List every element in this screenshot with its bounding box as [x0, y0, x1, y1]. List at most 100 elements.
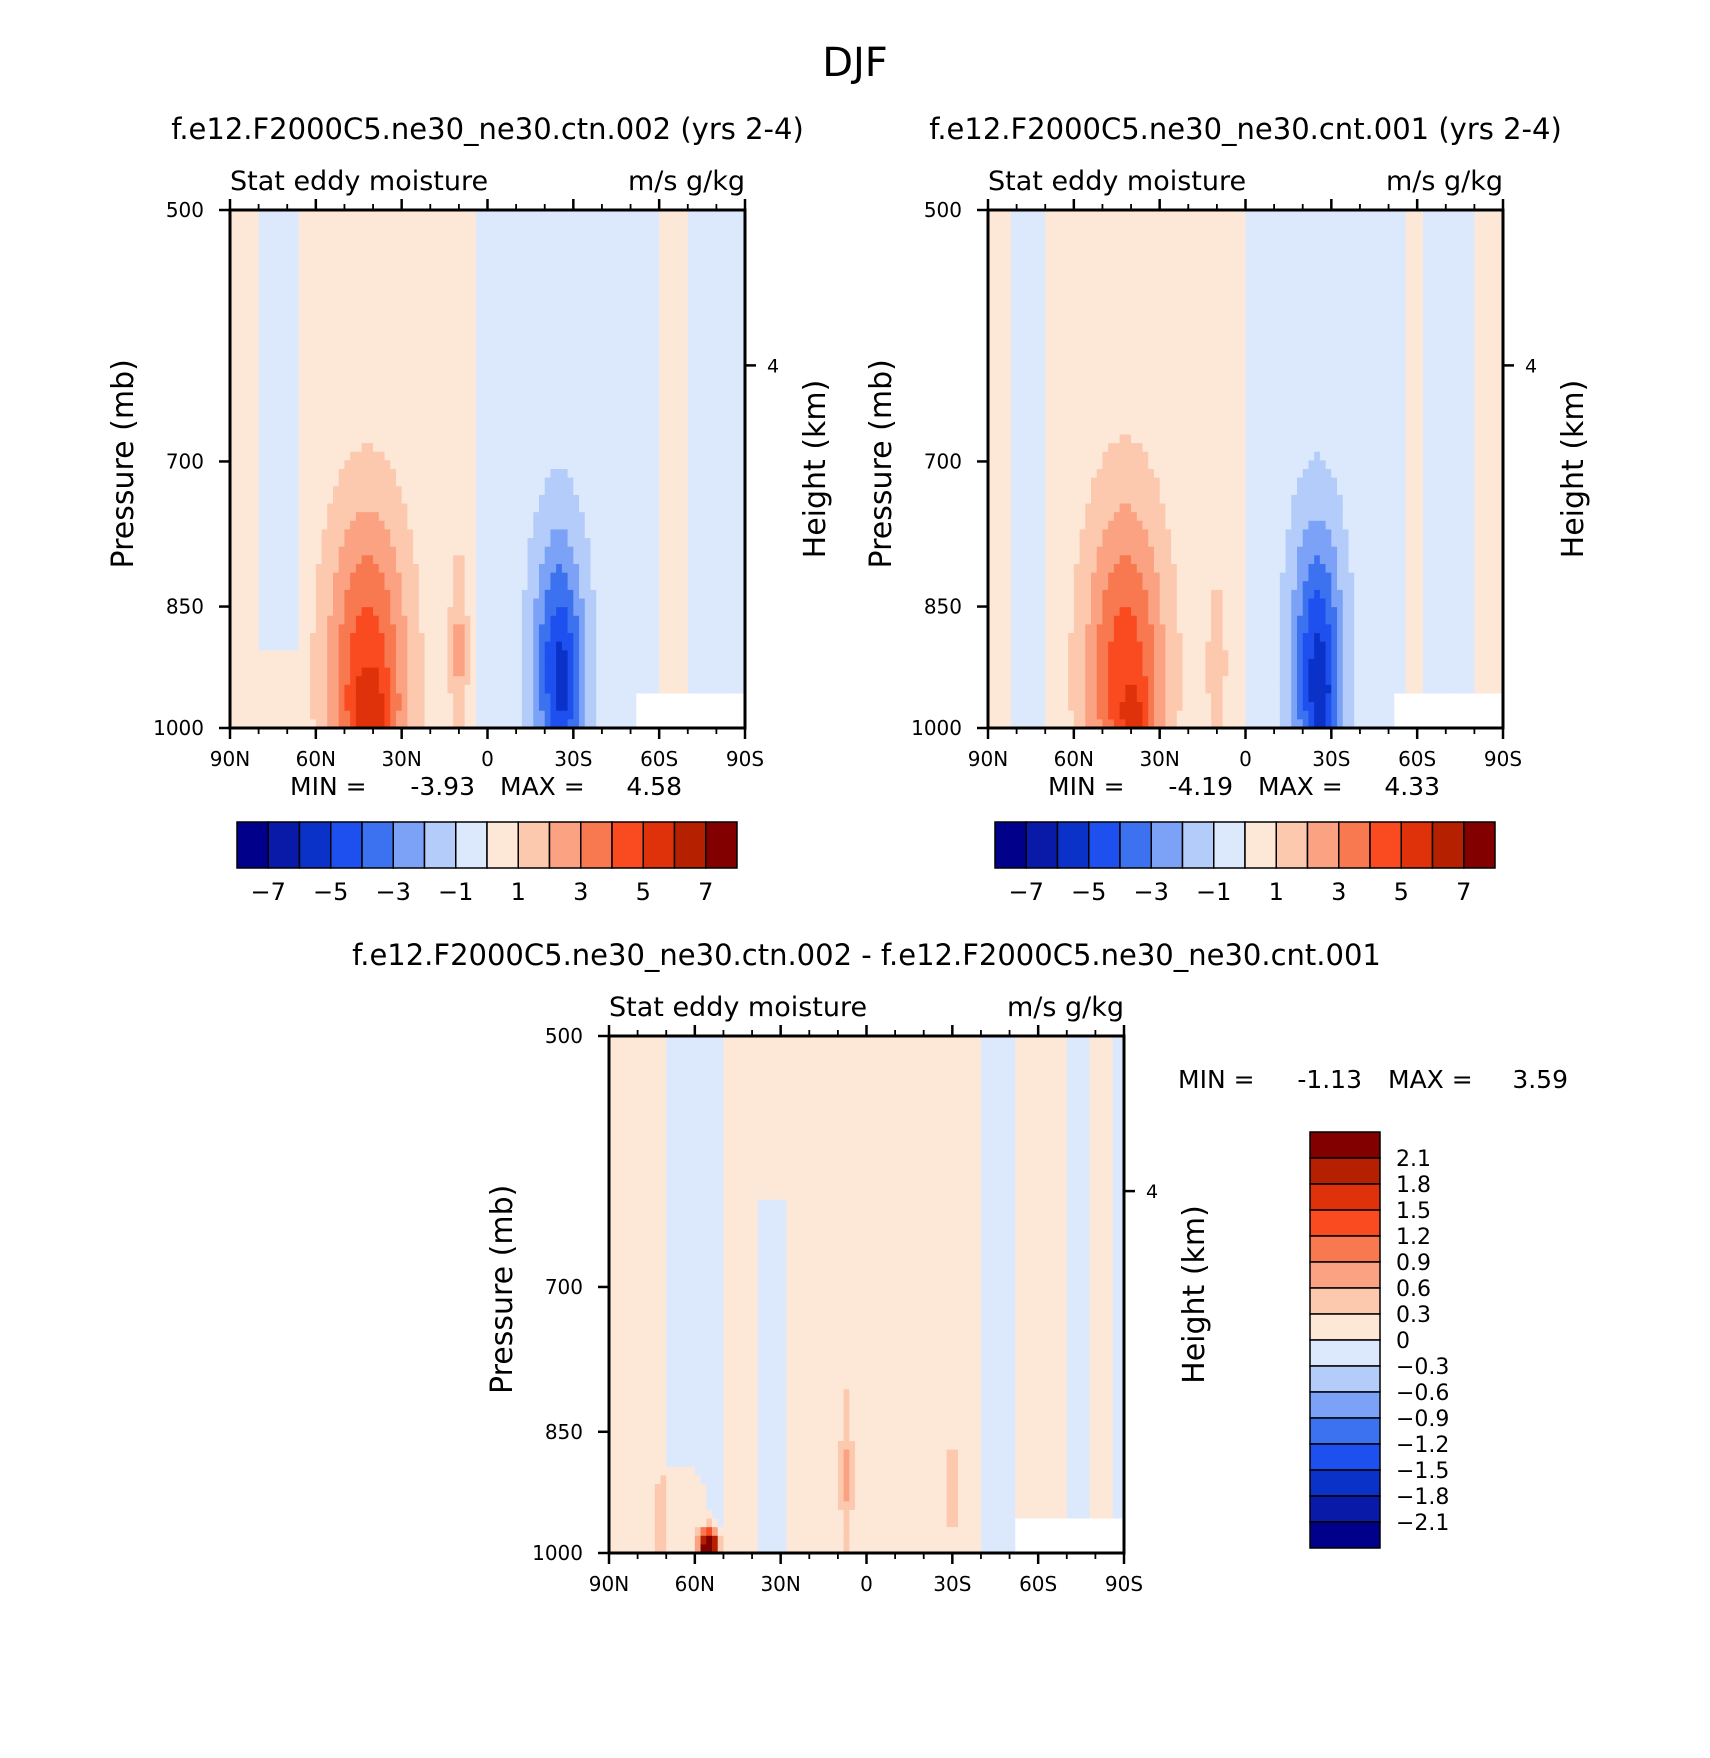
contour-cell — [664, 460, 672, 470]
contour-cell — [378, 494, 386, 505]
contour-cell — [699, 503, 706, 513]
contour-cell — [687, 287, 695, 297]
contour-cell — [556, 477, 563, 487]
contour-cell — [333, 538, 340, 548]
contour-cell — [395, 529, 403, 539]
contour-cell — [699, 719, 706, 729]
contour-cell — [487, 624, 494, 634]
contour-cell — [292, 296, 300, 306]
contour-cell — [373, 279, 380, 289]
contour-cell — [699, 304, 706, 315]
contour-cell — [413, 279, 420, 289]
contour-cell — [378, 227, 386, 237]
contour-cell — [441, 684, 449, 695]
contour-cell — [619, 684, 626, 695]
contour-cell — [653, 529, 660, 539]
contour-cell — [361, 244, 368, 254]
contour-cell — [310, 210, 317, 220]
contour-cell — [630, 451, 637, 461]
contour-cell — [304, 408, 311, 418]
contour-cell — [390, 451, 397, 461]
contour-cell — [647, 356, 655, 366]
contour-cell — [395, 382, 403, 392]
contour-cell — [498, 235, 506, 246]
contour-cell — [252, 253, 260, 263]
contour-cell — [596, 572, 603, 582]
contour-cell — [355, 710, 363, 720]
contour-cell — [241, 494, 248, 505]
contour-cell — [630, 512, 637, 522]
contour-cell — [292, 589, 300, 600]
contour-cell — [350, 607, 357, 617]
contour-cell — [670, 210, 677, 220]
contour-cell — [430, 633, 437, 643]
contour-cell — [367, 408, 374, 418]
contour-cell — [436, 555, 443, 565]
contour-cell — [487, 702, 494, 712]
contour-cell — [607, 408, 614, 418]
contour-cell — [493, 339, 500, 349]
panels: f.e12.F2000C5.ne30_ne30.ctn.002 (yrs 2-4… — [106, 112, 1591, 1596]
contour-cell — [241, 382, 248, 392]
contour-cell — [281, 374, 288, 384]
contour-cell — [436, 503, 443, 513]
contour-cell — [561, 555, 569, 565]
contour-cell — [292, 270, 300, 280]
contour-cell — [447, 460, 454, 470]
contour-cell — [367, 633, 374, 643]
contour-cell — [573, 417, 580, 427]
contour-cell — [510, 253, 517, 263]
contour-cell — [430, 693, 437, 703]
contour-cell — [252, 529, 260, 539]
contour-cell — [418, 650, 426, 660]
contour-cell — [682, 702, 689, 712]
contour-cell — [664, 443, 672, 453]
contour-cell — [670, 676, 677, 686]
contour-cell — [561, 486, 569, 496]
contour-cell — [304, 589, 311, 600]
contour-cell — [699, 563, 706, 574]
contour-cell — [584, 374, 592, 384]
contour-cell — [659, 538, 666, 548]
contour-cell — [333, 667, 340, 677]
contour-cell — [579, 330, 586, 341]
contour-cell — [292, 356, 300, 366]
contour-cell — [373, 270, 380, 280]
contour-cell — [321, 486, 328, 496]
contour-cell — [247, 374, 254, 384]
contour-cell — [682, 261, 689, 272]
contour-cell — [516, 598, 523, 608]
contour-cell — [527, 581, 534, 591]
contour-cell — [579, 227, 586, 237]
contour-cell — [670, 218, 677, 228]
contour-cell — [527, 572, 534, 582]
contour-cell — [676, 434, 683, 444]
contour-cell — [344, 365, 351, 375]
contour-cell — [607, 581, 614, 591]
contour-cell — [556, 382, 563, 392]
contour-cell — [521, 684, 529, 695]
contour-cell — [481, 287, 489, 297]
contour-cell — [556, 486, 563, 496]
contour-cell — [395, 356, 403, 366]
contour-cell — [241, 555, 248, 565]
contour-cell — [241, 719, 248, 729]
contour-cell — [498, 348, 506, 358]
contour-cell — [470, 486, 477, 496]
contour-cell — [321, 615, 328, 625]
contour-cell — [470, 710, 477, 720]
contour-cell — [687, 244, 695, 254]
contour-cell — [636, 477, 643, 487]
contour-cell — [516, 374, 523, 384]
contour-cell — [390, 624, 397, 634]
contour-cell — [636, 503, 643, 513]
contour-cell — [310, 253, 317, 263]
contour-cell — [550, 581, 557, 591]
contour-cell — [436, 563, 443, 574]
contour-cell — [498, 607, 506, 617]
contour-cell — [539, 244, 546, 254]
contour-cell — [361, 374, 368, 384]
contour-cell — [539, 451, 546, 461]
contour-cell — [647, 322, 655, 332]
contour-cell — [287, 365, 294, 375]
